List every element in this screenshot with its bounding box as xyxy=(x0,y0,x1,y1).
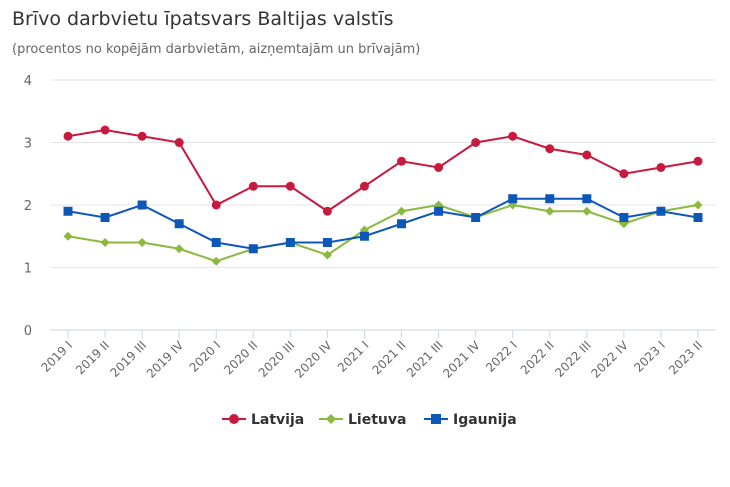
series-latvija xyxy=(63,125,703,216)
legend-label: Lietuva xyxy=(348,412,406,428)
x-tick-label: 2023 II xyxy=(666,338,705,377)
legend-item-latvija[interactable]: Latvija xyxy=(222,412,304,428)
data-point[interactable] xyxy=(100,213,110,222)
data-point[interactable] xyxy=(359,231,369,241)
data-point[interactable] xyxy=(545,144,555,154)
data-point[interactable] xyxy=(582,206,592,216)
data-point[interactable] xyxy=(582,194,592,204)
x-tick-label: 2019 III xyxy=(108,338,150,380)
data-point[interactable] xyxy=(397,206,407,216)
y-tick-label: 3 xyxy=(24,137,32,152)
data-point[interactable] xyxy=(174,244,184,254)
data-point[interactable] xyxy=(137,200,147,210)
series-line xyxy=(67,197,699,250)
legend-item-igaunija[interactable]: Igaunija xyxy=(424,412,517,428)
data-point[interactable] xyxy=(619,213,629,222)
data-point[interactable] xyxy=(137,131,147,141)
data-point[interactable] xyxy=(322,206,332,216)
data-point[interactable] xyxy=(397,219,407,229)
data-point[interactable] xyxy=(656,206,666,216)
x-tick-label: 2022 II xyxy=(518,338,557,377)
data-point[interactable] xyxy=(545,194,555,204)
data-point[interactable] xyxy=(656,163,666,172)
data-point[interactable] xyxy=(248,244,258,254)
x-tick-label: 2019 I xyxy=(38,338,75,375)
series-line xyxy=(67,203,699,263)
data-point[interactable] xyxy=(211,238,221,247)
x-tick-label: 2023 I xyxy=(631,338,668,375)
data-point[interactable] xyxy=(100,125,110,135)
legend-label: Latvija xyxy=(251,412,304,428)
data-point[interactable] xyxy=(100,238,110,247)
data-point[interactable] xyxy=(211,200,221,210)
data-point[interactable] xyxy=(174,219,184,229)
data-point[interactable] xyxy=(397,156,407,166)
data-point[interactable] xyxy=(322,250,332,260)
data-point[interactable] xyxy=(471,213,481,222)
data-point[interactable] xyxy=(434,163,444,172)
chart-title: Brīvo darbvietu īpatsvars Baltijas valst… xyxy=(12,8,394,30)
data-point[interactable] xyxy=(545,206,555,216)
x-tick-label: 2022 IV xyxy=(588,338,631,381)
data-point[interactable] xyxy=(693,156,703,166)
x-tick-label: 2020 III xyxy=(256,338,298,380)
legend-item-lietuva[interactable]: Lietuva xyxy=(319,412,406,428)
x-tick-label: 2019 IV xyxy=(144,338,187,381)
x-tick-label: 2021 II xyxy=(369,338,408,377)
x-tick-label: 2022 III xyxy=(552,338,594,380)
series-lietuva xyxy=(63,200,703,266)
data-point[interactable] xyxy=(174,138,184,147)
legend-diamond-icon xyxy=(326,414,336,424)
data-point[interactable] xyxy=(693,213,703,222)
data-point[interactable] xyxy=(434,206,444,216)
data-point[interactable] xyxy=(63,131,73,141)
x-tick-label: 2020 II xyxy=(221,338,260,377)
chart-subtitle: (procentos no kopējām darbvietām, aizņem… xyxy=(12,42,421,57)
data-point[interactable] xyxy=(508,194,518,204)
x-tick-label: 2021 IV xyxy=(440,338,483,381)
x-tick-label: 2020 I xyxy=(187,338,224,375)
data-point[interactable] xyxy=(285,181,295,191)
legend-square-icon xyxy=(431,414,441,424)
y-tick-label: 2 xyxy=(24,199,32,214)
series-igaunija xyxy=(63,194,703,254)
x-tick-label: 2020 IV xyxy=(292,338,335,381)
series-line xyxy=(67,128,699,213)
data-point[interactable] xyxy=(137,238,147,247)
data-point[interactable] xyxy=(508,131,518,141)
data-point[interactable] xyxy=(285,238,295,247)
data-point[interactable] xyxy=(693,200,703,210)
data-point[interactable] xyxy=(322,238,332,247)
data-point[interactable] xyxy=(359,181,369,191)
data-point[interactable] xyxy=(248,181,258,191)
x-tick-label: 2021 III xyxy=(404,338,446,380)
legend-circle-icon xyxy=(229,414,239,424)
y-tick-label: 1 xyxy=(24,262,32,277)
y-tick-label: 0 xyxy=(24,324,32,339)
data-point[interactable] xyxy=(582,150,592,160)
x-tick-label: 2019 II xyxy=(73,338,112,377)
x-tick-label: 2021 I xyxy=(335,338,372,375)
data-point[interactable] xyxy=(619,169,629,179)
data-point[interactable] xyxy=(471,138,481,147)
legend-label: Igaunija xyxy=(453,412,517,428)
data-point[interactable] xyxy=(63,206,73,216)
x-tick-label: 2022 I xyxy=(483,338,520,375)
data-point[interactable] xyxy=(63,231,73,241)
data-point[interactable] xyxy=(211,256,221,266)
y-tick-label: 4 xyxy=(24,74,32,89)
